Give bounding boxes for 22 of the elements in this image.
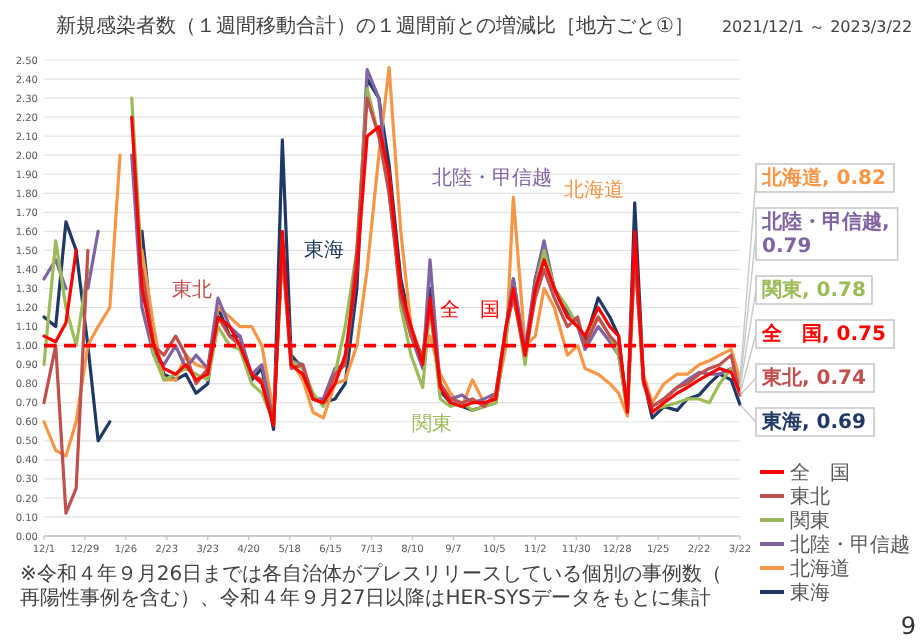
annotation: 関東 — [412, 412, 452, 436]
annotation: 全 国 — [440, 298, 500, 322]
data-label: 北海道, 0.82 — [760, 166, 886, 190]
legend-label: 北陸・甲信越 — [790, 533, 910, 557]
annotation: 東海 — [304, 238, 344, 262]
text: ※令和４年９月26日までは各自治体がプレスリリースしている個別の事例数（再陽性事例を含む）、令和４年９月27日以降はHER-SYSデータをもとに集計 — [20, 562, 723, 610]
legend-label: 東海 — [790, 581, 830, 605]
data-label: 全 国, 0.75 — [760, 322, 886, 346]
text: 9 — [900, 612, 916, 640]
data-label: 東海, 0.69 — [760, 410, 866, 434]
annotation: 北陸・甲信越 — [432, 166, 552, 190]
data-label: 関東, 0.78 — [762, 278, 866, 302]
annotation: 北海道 — [564, 178, 624, 202]
data-label: 東北, 0.74 — [760, 366, 866, 390]
legend-label: 北海道 — [790, 557, 850, 581]
data-label: 北陸・甲信越, 0.79 — [760, 210, 890, 258]
chart-title: 新規感染者数（１週間移動合計）の１週間前との増減比［地方ごと①］ — [56, 14, 694, 38]
text: 2021/12/1 ～ 2023/3/22 — [721, 18, 913, 36]
legend-label: 全 国 — [790, 461, 850, 485]
annotation: 東北 — [172, 278, 212, 302]
legend-label: 東北 — [790, 485, 830, 509]
legend-label: 関東 — [790, 509, 830, 533]
